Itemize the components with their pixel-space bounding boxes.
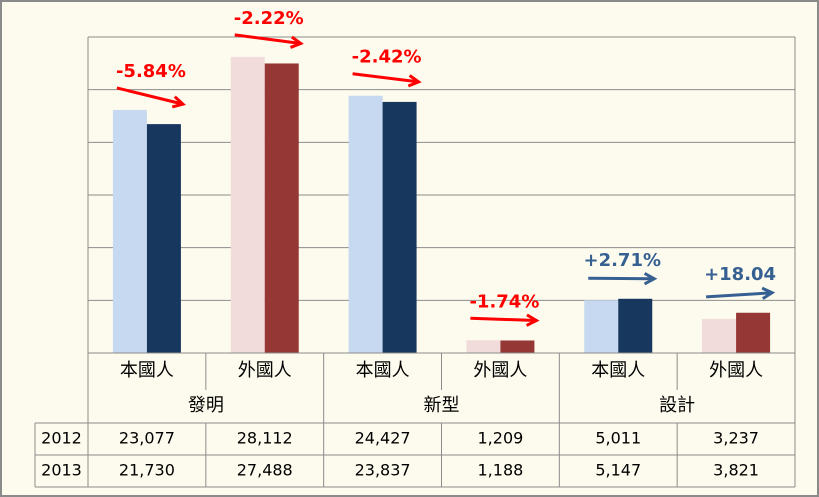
table-value: 21,730 [119,461,175,480]
table-value: 24,427 [355,429,411,448]
table-value: 23,077 [119,429,175,448]
change-label: -2.42% [352,47,422,68]
legend-label: 2012 [41,429,82,448]
change-arrow-head [643,272,658,286]
table-value: 3,237 [713,429,759,448]
x-tick-label: 本國人 [120,360,174,381]
change-arrow-head [289,35,304,49]
change-arrow-head [761,286,776,300]
table-value: 5,147 [595,461,641,480]
change-arrow [588,276,655,281]
bar [382,101,417,353]
group-label: 設計 [659,395,695,416]
change-label: +18.04 [704,264,776,285]
x-tick-label: 外國人 [709,360,763,381]
bar [736,312,771,353]
change-arrow [352,72,419,84]
legend-label: 2013 [41,461,82,480]
x-tick-label: 外國人 [238,360,292,381]
group-label: 新型 [424,395,460,416]
change-label: -2.22% [234,8,304,29]
table-value: 3,821 [713,461,759,480]
bar [500,340,535,353]
change-label: +2.71% [583,250,661,271]
change-arrow [234,33,301,45]
bar [348,95,383,353]
change-label: -1.74% [469,291,539,312]
change-arrow-head [407,74,422,88]
x-tick-label: 本國人 [591,360,645,381]
change-arrow [116,86,184,106]
bar [264,63,299,354]
table-value: 5,011 [595,429,641,448]
table-value: 27,488 [237,461,293,480]
bar [618,298,653,353]
bar [702,318,737,353]
change-label: -5.84% [116,61,186,82]
table-value: 1,188 [478,461,524,480]
bar [230,56,265,353]
group-label: 發明 [188,395,224,416]
bar [466,340,501,353]
bar [146,124,181,354]
change-arrow [470,316,537,322]
change-arrow [705,291,773,299]
bar [584,300,619,353]
table-value: 28,112 [237,429,293,448]
change-arrow-head [525,313,540,327]
x-tick-label: 本國人 [356,360,410,381]
table-value: 1,209 [478,429,524,448]
table-value: 23,837 [355,461,411,480]
x-tick-label: 外國人 [473,360,527,381]
bar [112,109,147,353]
change-arrow-head [171,95,186,109]
